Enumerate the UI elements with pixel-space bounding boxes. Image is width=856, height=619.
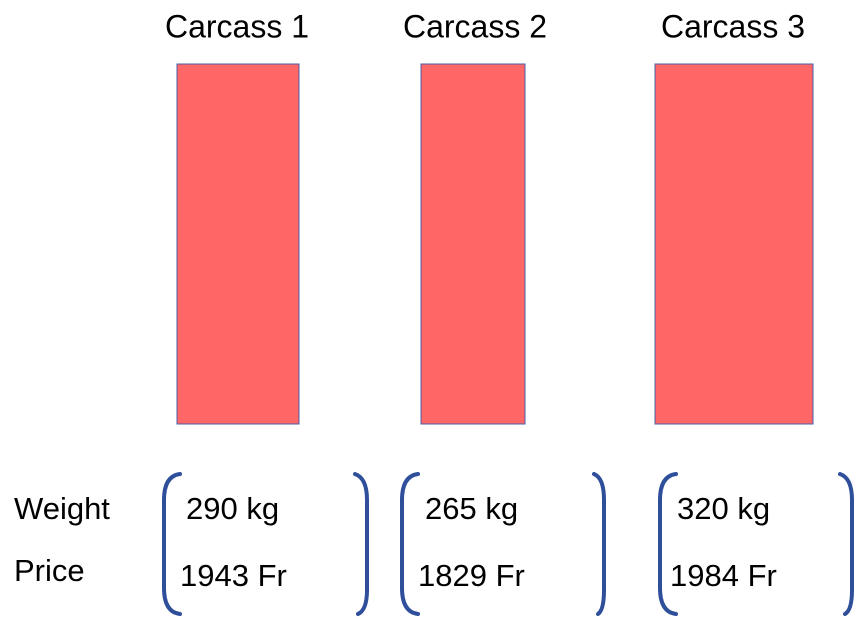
price-value: 1984 Fr — [670, 558, 777, 593]
weight-value: 265 kg — [425, 491, 518, 526]
right-bracket — [353, 472, 369, 616]
price-value: 1943 Fr — [180, 558, 287, 593]
column-title: Carcass 3 — [661, 8, 805, 44]
column-title: Carcass 2 — [403, 8, 547, 44]
row-label: Price — [14, 553, 85, 588]
carcass-box — [654, 63, 814, 425]
left-bracket — [658, 472, 678, 616]
carcass-box — [420, 63, 526, 425]
weight-value: 320 kg — [677, 491, 770, 526]
left-bracket — [400, 472, 420, 616]
column-title: Carcass 1 — [165, 8, 309, 44]
weight-value: 290 kg — [186, 491, 279, 526]
price-value: 1829 Fr — [418, 558, 525, 593]
row-label: Weight — [14, 491, 110, 526]
left-bracket — [162, 472, 182, 616]
carcass-box — [176, 63, 300, 425]
right-bracket — [838, 472, 854, 616]
right-bracket — [592, 472, 606, 616]
